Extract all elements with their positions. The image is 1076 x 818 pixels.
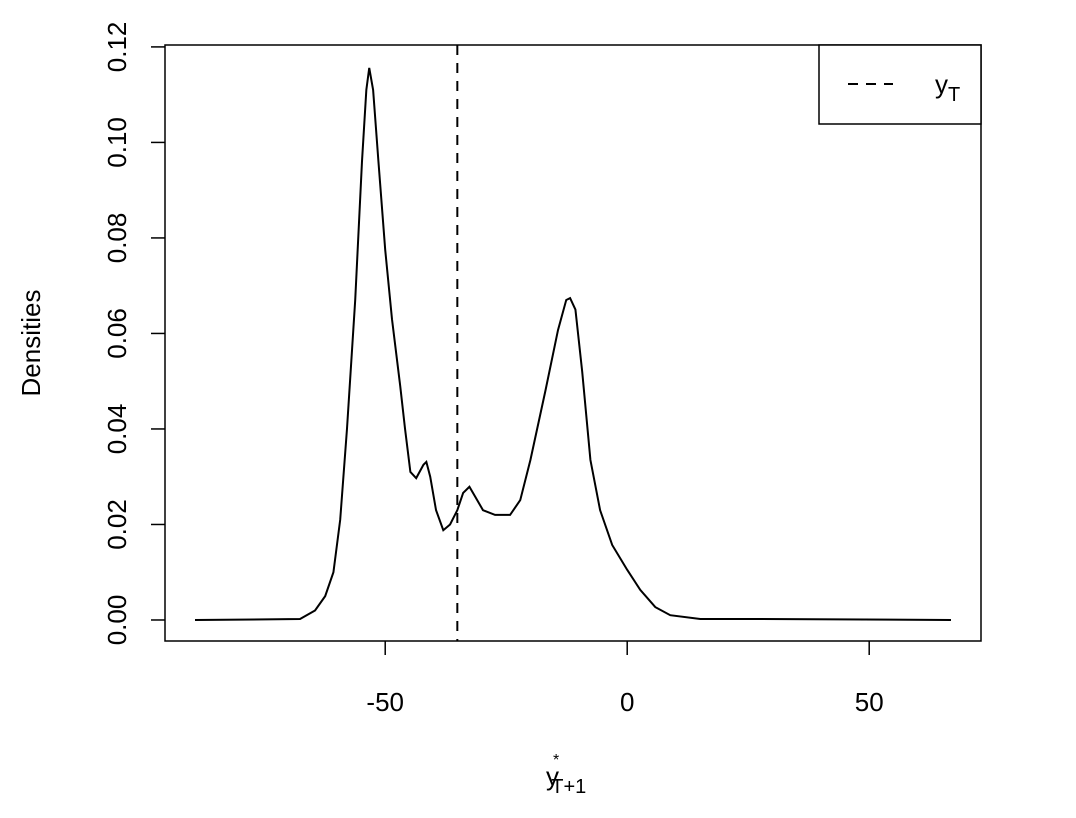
y-tick-label: 0.06 bbox=[102, 308, 132, 359]
x-title-base: y bbox=[546, 761, 559, 791]
plot-frame bbox=[164, 44, 982, 642]
x-tick-label: -50 bbox=[366, 687, 404, 717]
x-tick-label: 50 bbox=[855, 687, 884, 717]
x-title-sup: * bbox=[553, 752, 559, 769]
y-tick-label: 0.00 bbox=[102, 595, 132, 646]
y-tick-label: 0.08 bbox=[102, 213, 132, 264]
legend-box bbox=[818, 44, 982, 125]
x-tick-label: 0 bbox=[620, 687, 634, 717]
density-line bbox=[194, 67, 951, 621]
y-tick-label: 0.02 bbox=[102, 499, 132, 550]
x-axis-title: y* T+1 bbox=[546, 752, 586, 798]
y-tick-label: 0.10 bbox=[102, 117, 132, 168]
legend-label-base: y bbox=[935, 69, 948, 99]
legend-label-sub: T bbox=[948, 84, 960, 106]
y-tick-label: 0.12 bbox=[102, 22, 132, 73]
y-tick-label: 0.04 bbox=[102, 404, 132, 455]
x-title-sub: T+1 bbox=[551, 776, 586, 798]
y-axis-title: Densities bbox=[16, 290, 46, 397]
legend-label: yT bbox=[935, 69, 960, 106]
